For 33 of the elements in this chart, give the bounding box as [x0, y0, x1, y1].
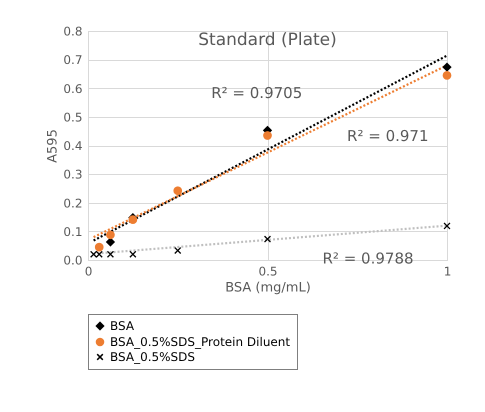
y-tick-label: 0.0 — [63, 254, 82, 268]
point — [264, 235, 272, 243]
y-tick-label: 0.2 — [63, 196, 82, 210]
point — [174, 246, 182, 254]
legend-label: BSA_0.5%SDS — [110, 350, 196, 364]
point — [129, 250, 136, 258]
x-tick-label: 0.5 — [258, 264, 278, 278]
y-axis-title: A595 — [45, 129, 60, 163]
point — [263, 131, 272, 140]
y-tick-label: 0.1 — [63, 224, 82, 239]
point — [94, 242, 104, 252]
y-tick-label: 0.7 — [63, 53, 82, 68]
x-axis-title: BSA (mg/mL) — [225, 280, 311, 296]
chart-title: Standard (Plate) — [198, 30, 337, 50]
legend-label: BSA — [110, 319, 135, 333]
legend-label: BSA_0.5%SDS_Protein Diluent — [110, 335, 290, 349]
point — [443, 222, 451, 230]
point — [106, 230, 115, 240]
point — [106, 238, 115, 246]
y-tick-label: 0.8 — [63, 24, 82, 38]
y-tick-label: 0.6 — [63, 82, 82, 96]
point — [173, 186, 182, 196]
annotation: R² = 0.9705 — [211, 84, 302, 102]
y-tick-label: 0.3 — [63, 168, 82, 182]
point — [442, 62, 452, 72]
point — [442, 71, 452, 80]
annotation: R² = 0.9788 — [322, 249, 414, 268]
y-tick-label: 0.4 — [63, 139, 82, 153]
point — [106, 250, 114, 258]
y-tick-label: 0.5 — [63, 110, 82, 124]
annotation: R² = 0.971 — [347, 126, 429, 145]
x-tick-label: 1 — [444, 264, 452, 278]
x-tick-label: 0 — [84, 264, 92, 278]
